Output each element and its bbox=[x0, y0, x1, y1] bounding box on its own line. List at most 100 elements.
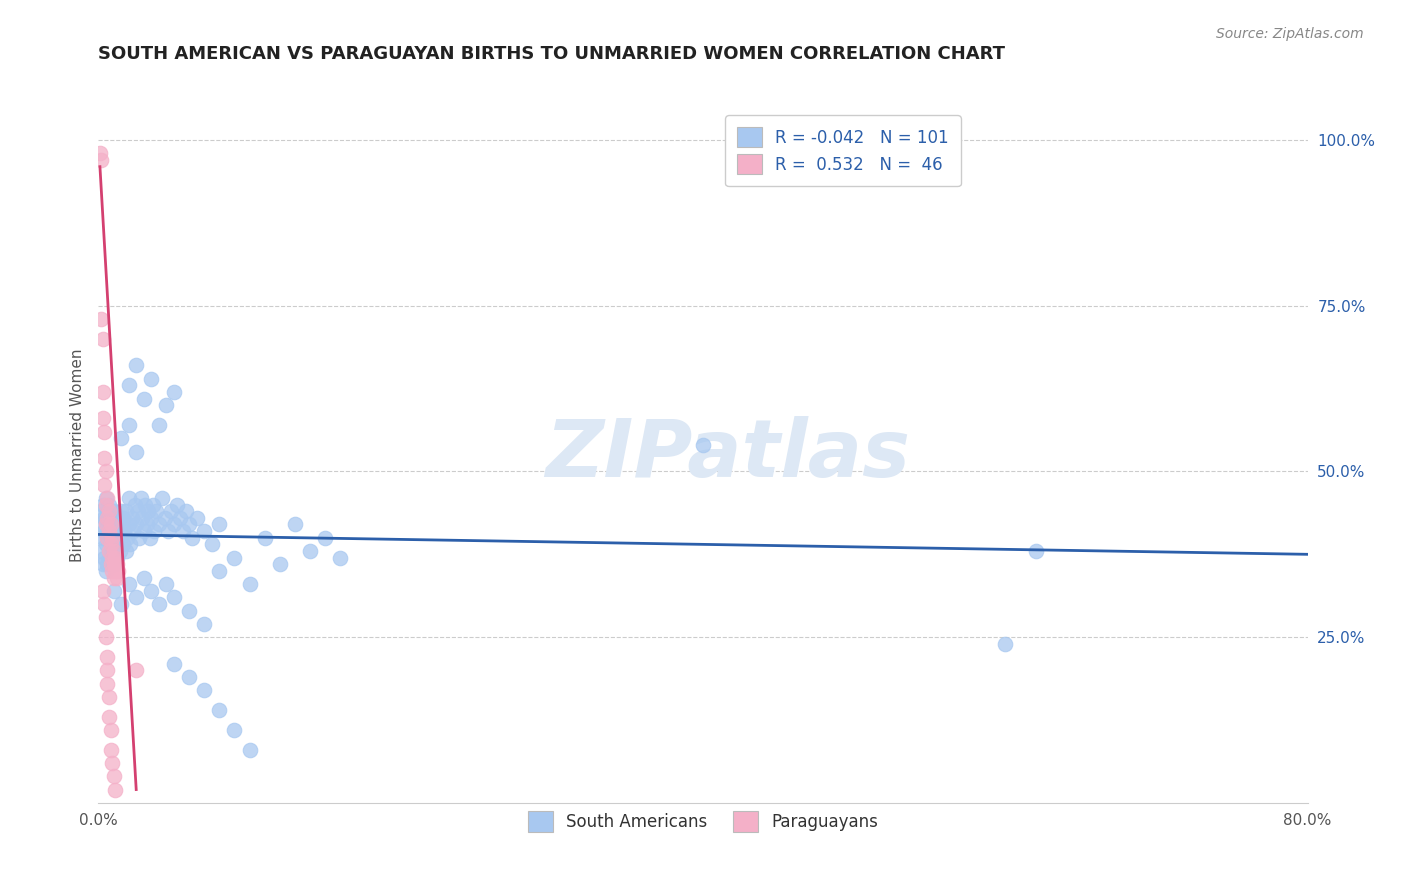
Point bbox=[98, 690, 121, 704]
Point bbox=[100, 558, 122, 572]
Point bbox=[96, 491, 118, 505]
Point bbox=[104, 564, 127, 578]
Point bbox=[90, 153, 112, 167]
Point bbox=[94, 564, 117, 578]
Point bbox=[110, 431, 132, 445]
Point bbox=[160, 504, 183, 518]
Point bbox=[90, 312, 112, 326]
Point bbox=[94, 630, 117, 644]
Y-axis label: Births to Unmarried Women: Births to Unmarried Women bbox=[69, 348, 84, 562]
Legend: South Americans, Paraguayans: South Americans, Paraguayans bbox=[516, 799, 890, 843]
Point bbox=[91, 583, 114, 598]
Point bbox=[91, 332, 114, 346]
Point bbox=[94, 537, 117, 551]
Point bbox=[142, 498, 165, 512]
Point bbox=[93, 451, 115, 466]
Point bbox=[329, 550, 352, 565]
Point bbox=[156, 524, 179, 538]
Point bbox=[98, 524, 121, 538]
Point bbox=[224, 550, 246, 565]
Point bbox=[201, 537, 224, 551]
Point bbox=[135, 517, 157, 532]
Point bbox=[139, 531, 162, 545]
Point bbox=[148, 418, 170, 433]
Point bbox=[314, 531, 336, 545]
Point bbox=[132, 392, 155, 406]
Point bbox=[179, 517, 201, 532]
Point bbox=[163, 591, 186, 605]
Point bbox=[93, 524, 115, 538]
Point bbox=[89, 517, 111, 532]
Point bbox=[141, 511, 163, 525]
Point bbox=[91, 498, 114, 512]
Point bbox=[93, 511, 115, 525]
Point bbox=[169, 511, 191, 525]
Point bbox=[111, 537, 134, 551]
Point bbox=[104, 517, 127, 532]
Point bbox=[91, 384, 114, 399]
Point bbox=[186, 511, 208, 525]
Point bbox=[107, 537, 129, 551]
Point bbox=[179, 604, 201, 618]
Point bbox=[141, 583, 163, 598]
Point bbox=[104, 544, 127, 558]
Point bbox=[122, 524, 145, 538]
Point bbox=[103, 531, 125, 545]
Point bbox=[101, 531, 124, 545]
Point bbox=[90, 504, 112, 518]
Point bbox=[103, 558, 125, 572]
Point bbox=[98, 544, 121, 558]
Point bbox=[239, 577, 262, 591]
Point bbox=[253, 531, 276, 545]
Point bbox=[91, 558, 114, 572]
Point bbox=[148, 597, 170, 611]
Point bbox=[100, 743, 122, 757]
Point bbox=[132, 524, 155, 538]
Point bbox=[101, 517, 124, 532]
Point bbox=[172, 524, 194, 538]
Point bbox=[118, 418, 141, 433]
Point bbox=[155, 398, 177, 412]
Point bbox=[121, 511, 143, 525]
Point bbox=[208, 517, 231, 532]
Point bbox=[98, 524, 121, 538]
Point bbox=[94, 511, 117, 525]
Point bbox=[96, 650, 118, 665]
Point bbox=[94, 465, 117, 479]
Point bbox=[181, 531, 204, 545]
Point bbox=[103, 570, 125, 584]
Point bbox=[125, 591, 148, 605]
Point bbox=[101, 550, 124, 565]
Point bbox=[994, 637, 1017, 651]
Point bbox=[96, 531, 118, 545]
Point bbox=[163, 517, 186, 532]
Point bbox=[96, 531, 118, 545]
Point bbox=[100, 558, 122, 572]
Point bbox=[96, 558, 118, 572]
Point bbox=[96, 676, 118, 690]
Point bbox=[105, 550, 128, 565]
Point bbox=[105, 524, 128, 538]
Point bbox=[98, 504, 121, 518]
Text: Source: ZipAtlas.com: Source: ZipAtlas.com bbox=[1216, 27, 1364, 41]
Point bbox=[145, 504, 167, 518]
Text: ZIPatlas: ZIPatlas bbox=[544, 416, 910, 494]
Point bbox=[89, 146, 111, 161]
Point bbox=[98, 498, 121, 512]
Point bbox=[107, 511, 129, 525]
Point bbox=[692, 438, 714, 452]
Point bbox=[153, 511, 176, 525]
Point bbox=[93, 597, 115, 611]
Point bbox=[174, 504, 197, 518]
Point bbox=[103, 769, 125, 783]
Point bbox=[112, 524, 135, 538]
Point bbox=[120, 537, 142, 551]
Point bbox=[141, 372, 163, 386]
Point bbox=[103, 583, 125, 598]
Point bbox=[104, 550, 127, 565]
Point bbox=[115, 531, 138, 545]
Point bbox=[125, 517, 148, 532]
Point bbox=[100, 537, 122, 551]
Point bbox=[107, 564, 129, 578]
Point bbox=[114, 504, 136, 518]
